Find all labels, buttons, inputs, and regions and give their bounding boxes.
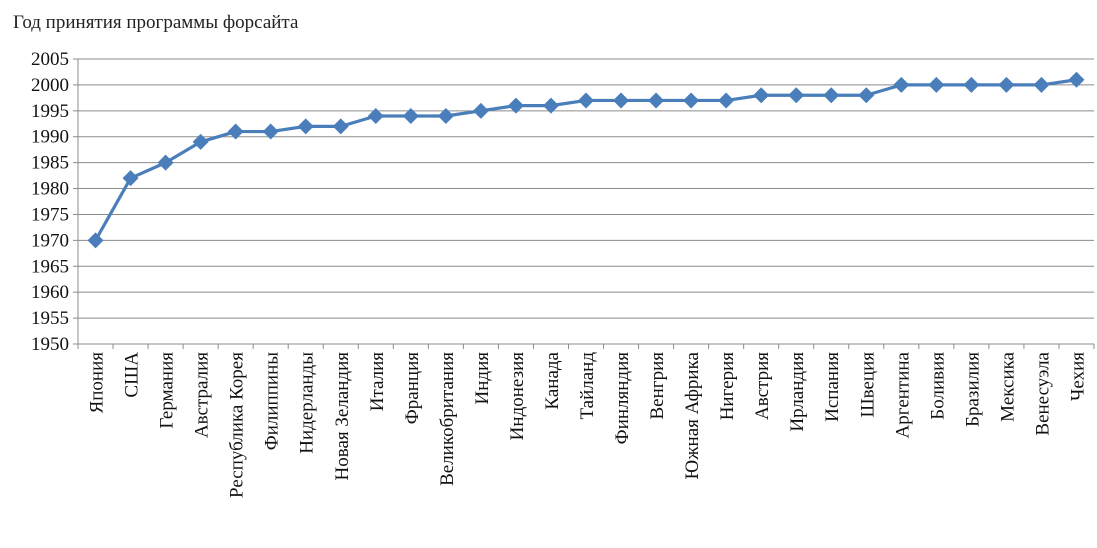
- x-tick-label: Австралия: [192, 352, 213, 438]
- data-point-marker: [507, 97, 524, 114]
- data-point-marker: [648, 92, 665, 109]
- data-point-marker: [402, 108, 419, 124]
- y-tick-label: 1975: [31, 204, 69, 225]
- data-point-marker: [683, 92, 700, 109]
- x-tick-label: Нидерланды: [297, 352, 318, 454]
- x-tick-label: Япония: [87, 352, 108, 414]
- x-tick-label: Мексика: [997, 351, 1018, 421]
- data-point-marker: [227, 123, 244, 140]
- y-tick-label: 1995: [31, 101, 69, 122]
- x-tick-label: Боливия: [927, 352, 948, 420]
- data-point-marker: [788, 87, 805, 104]
- x-tick-label: Индия: [472, 352, 493, 405]
- data-point-marker: [437, 108, 454, 124]
- data-point-marker: [542, 97, 559, 114]
- x-tick-label: Австрия: [752, 352, 773, 420]
- data-point-marker: [157, 154, 174, 171]
- x-tick-label: США: [122, 352, 143, 398]
- y-tick-label: 1955: [31, 308, 69, 329]
- y-tick-label: 1950: [31, 334, 69, 355]
- x-tick-label: Республика Корея: [227, 352, 248, 498]
- y-tick-label: 2000: [31, 75, 69, 96]
- data-point-marker: [122, 170, 139, 187]
- data-point-marker: [367, 108, 384, 124]
- data-point-marker: [1033, 76, 1050, 93]
- x-tick-label: Венгрия: [647, 352, 668, 420]
- chart-title: Год принятия программы форсайта: [13, 12, 299, 33]
- x-tick-label: Аргентина: [892, 351, 913, 438]
- data-markers: [87, 71, 1085, 249]
- x-tick-label: Чехия: [1067, 352, 1088, 401]
- y-tick-label: 1985: [31, 153, 69, 174]
- data-point-marker: [998, 76, 1015, 93]
- x-tick-label: Ирландия: [787, 352, 808, 432]
- y-axis-tick-labels: 1950 1955 1960 1965 1970 1975 1980 1985 1990 1995…: [31, 49, 69, 355]
- data-point-marker: [928, 76, 945, 93]
- data-point-marker: [613, 92, 630, 109]
- data-point-marker: [578, 92, 594, 109]
- y-tick-label: 1980: [31, 179, 69, 200]
- data-point-marker: [87, 232, 104, 249]
- x-tick-label: Испания: [822, 352, 843, 422]
- data-point-marker: [262, 123, 279, 140]
- x-tick-label: Великобритания: [437, 352, 458, 486]
- x-tick-label: Канада: [542, 351, 563, 409]
- x-tick-label: Швеция: [857, 352, 878, 418]
- x-tick-label: Индонезия: [507, 352, 528, 441]
- data-point-marker: [332, 118, 349, 135]
- y-tick-label: 1965: [31, 256, 69, 277]
- data-point-marker: [297, 118, 314, 135]
- gridlines: [78, 58, 1094, 319]
- data-point-marker: [823, 87, 840, 104]
- x-tick-label: Бразилия: [962, 352, 983, 427]
- x-tick-label: Тайланд: [577, 352, 598, 420]
- data-point-marker: [1068, 71, 1085, 88]
- y-tick-label: 1970: [31, 230, 69, 251]
- x-tick-label: Германия: [157, 352, 178, 429]
- x-tick-label: Венесуэла: [1032, 351, 1053, 435]
- y-tick-label: 2005: [31, 49, 69, 70]
- x-tick-label: Финляндия: [612, 352, 633, 445]
- x-axis-tick-labels: Япония США Германия Австралия Республика Кор…: [87, 351, 1089, 498]
- y-tick-label: 1960: [31, 282, 69, 303]
- data-point-marker: [718, 92, 735, 109]
- x-tick-label: Франция: [402, 352, 423, 424]
- x-tick-label: Филиппины: [262, 352, 283, 451]
- data-point-marker: [858, 87, 875, 104]
- data-point-marker: [192, 133, 209, 150]
- x-tick-label: Новая Зеландия: [332, 352, 353, 481]
- data-point-marker: [472, 102, 489, 119]
- data-point-marker: [893, 76, 910, 93]
- y-tick-label: 1990: [31, 127, 69, 148]
- x-tick-label: Италия: [367, 352, 388, 412]
- data-point-marker: [963, 76, 980, 93]
- x-tick-label: Нигерия: [717, 352, 738, 421]
- data-point-marker: [753, 87, 770, 104]
- axes: [73, 58, 1095, 349]
- x-tick-label: Южная Африка: [682, 351, 703, 479]
